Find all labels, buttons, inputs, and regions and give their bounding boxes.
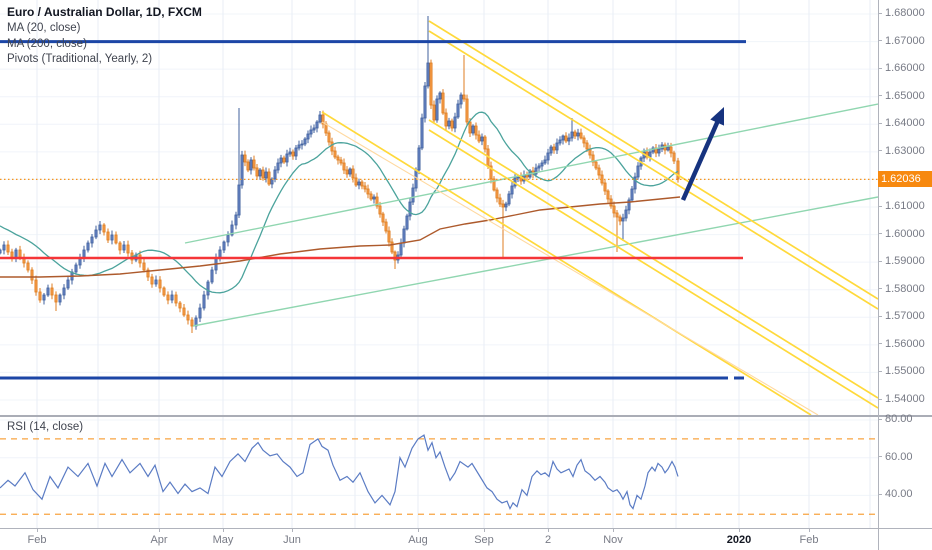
- last-price-tag: 1.62036: [878, 171, 932, 187]
- price-axis-label: 1.60000: [878, 228, 925, 240]
- symbol-title[interactable]: Euro / Australian Dollar, 1D, FXCM: [7, 5, 202, 19]
- axis-tick: [878, 398, 882, 400]
- axis-tick: [878, 12, 882, 14]
- price-axis-label: 1.56000: [878, 338, 925, 350]
- time-axis-label: Jun: [283, 534, 301, 546]
- price-axis-label: 1.59000: [878, 255, 925, 267]
- pane-separator[interactable]: [0, 415, 932, 417]
- time-axis-label: Feb: [27, 534, 47, 546]
- time-axis-border: [0, 528, 932, 529]
- legend-pivots[interactable]: Pivots (Traditional, Yearly, 2): [7, 53, 153, 65]
- legend-ma20[interactable]: MA (20, close): [7, 22, 81, 34]
- time-axis-label: 2020: [726, 534, 752, 546]
- time-axis-label: 2: [544, 534, 552, 546]
- time-axis-label: Nov: [603, 534, 623, 546]
- price-axis-label: 1.63000: [878, 145, 925, 157]
- chart-legend: Euro / Australian Dollar, 1D, FXCM MA (2…: [7, 4, 202, 68]
- time-axis-label: Feb: [799, 534, 819, 546]
- axis-tick: [739, 528, 740, 532]
- axis-tick: [548, 528, 549, 532]
- price-axis-label: 1.54000: [878, 393, 925, 405]
- axis-tick: [809, 528, 810, 532]
- axis-tick: [878, 343, 882, 345]
- price-axis-label: 1.61000: [878, 200, 925, 212]
- axis-tick: [878, 95, 882, 97]
- rsi-pane[interactable]: [0, 417, 878, 528]
- axis-tick: [484, 528, 485, 532]
- axis-tick: [878, 456, 882, 458]
- price-axis-label: 1.66000: [878, 62, 925, 74]
- axis-tick: [878, 370, 882, 372]
- price-axis-label: 1.67000: [878, 35, 925, 47]
- axis-tick: [878, 315, 882, 317]
- legend-ma200[interactable]: MA (200, close): [7, 37, 87, 50]
- rsi-axis-label: 60.00: [878, 451, 913, 463]
- axis-tick: [159, 528, 160, 532]
- axis-tick: [878, 205, 882, 207]
- axis-tick: [418, 528, 419, 532]
- price-axis-label: 1.65000: [878, 90, 925, 102]
- axis-tick: [878, 493, 882, 495]
- time-axis[interactable]: Feb Apr May Jun Aug Sep 2 Nov 2020 Feb: [0, 528, 878, 550]
- axis-tick: [878, 288, 882, 290]
- price-axis-label: 1.58000: [878, 283, 925, 295]
- axis-tick: [223, 528, 224, 532]
- price-axis[interactable]: 1.68000 1.67000 1.66000 1.65000 1.64000 1.630…: [878, 0, 932, 528]
- time-axis-label: Apr: [150, 534, 168, 546]
- price-axis-label: 1.68000: [878, 7, 925, 19]
- axis-tick: [37, 528, 38, 532]
- axis-tick: [613, 528, 614, 532]
- axis-tick: [878, 122, 882, 124]
- axis-tick: [878, 150, 882, 152]
- rsi-chart-canvas: [0, 417, 878, 528]
- axis-tick: [292, 528, 293, 532]
- time-axis-label: Sep: [474, 534, 494, 546]
- axis-tick: [878, 40, 882, 42]
- rsi-axis-label: 40.00: [878, 488, 913, 500]
- time-axis-label: Aug: [408, 534, 428, 546]
- axis-tick: [878, 67, 882, 69]
- axis-tick: [878, 233, 882, 235]
- rsi-axis-label: 80.00: [878, 413, 913, 425]
- price-axis-border: [878, 0, 879, 550]
- axis-tick: [878, 418, 882, 420]
- axis-tick: [878, 260, 882, 262]
- price-axis-label: 1.55000: [878, 365, 925, 377]
- time-axis-label: May: [212, 534, 234, 546]
- rsi-legend[interactable]: RSI (14, close): [7, 421, 84, 433]
- price-axis-label: 1.57000: [878, 310, 925, 322]
- price-axis-label: 1.64000: [878, 117, 925, 129]
